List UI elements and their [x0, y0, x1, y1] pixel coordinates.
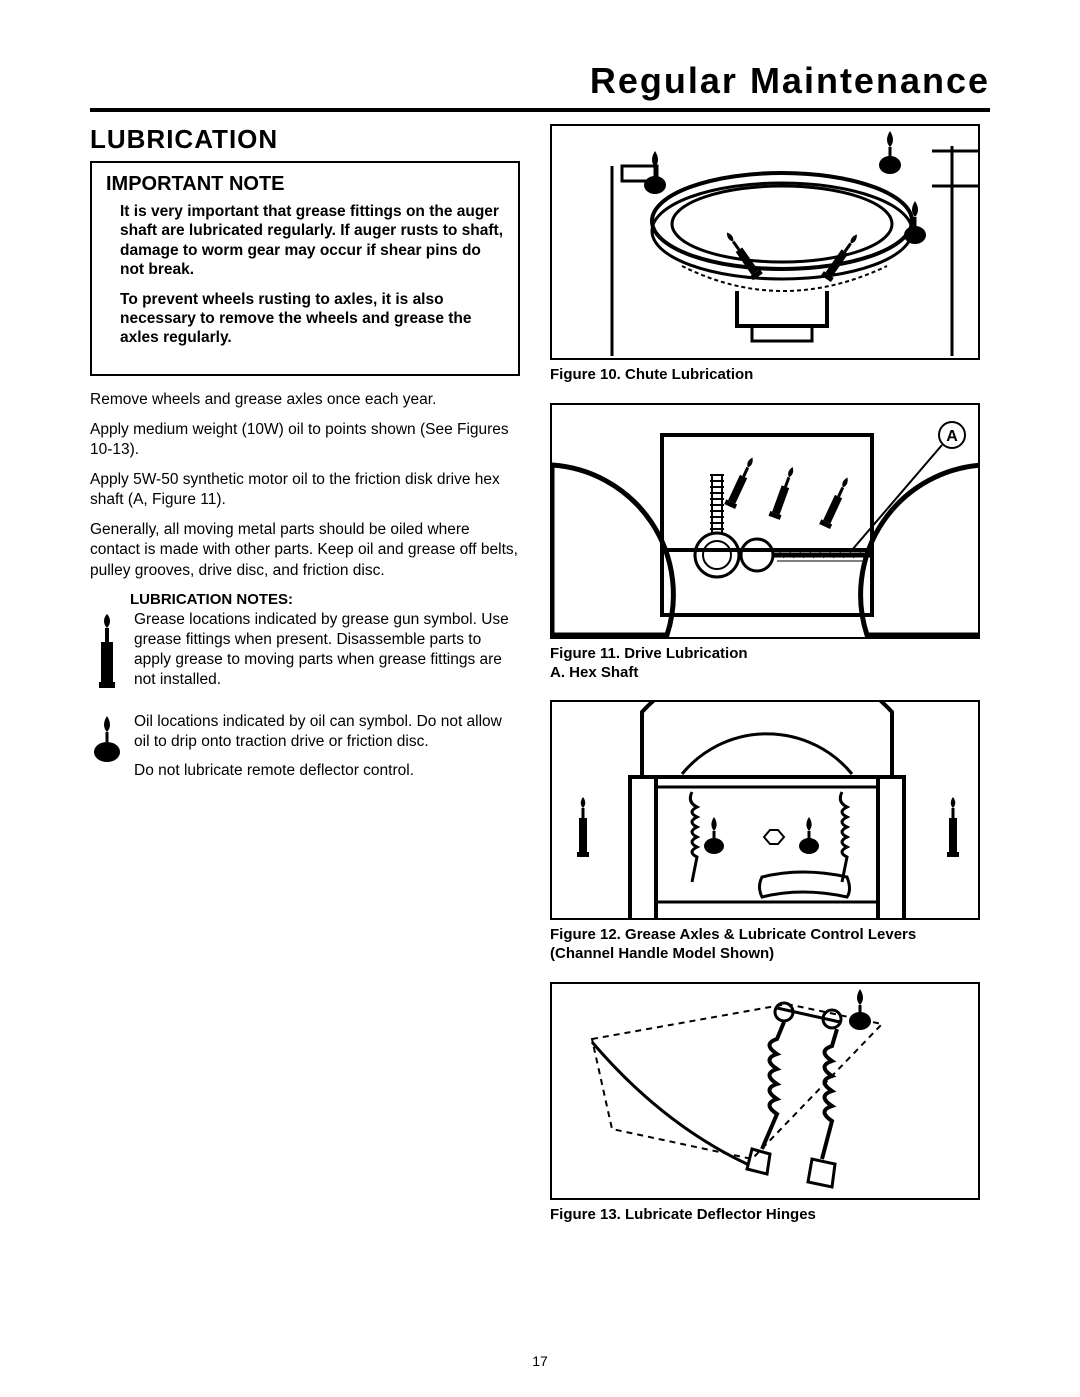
- grease-note-text: Grease locations indicated by grease gun…: [134, 610, 520, 699]
- important-note-box: IMPORTANT NOTE It is very important that…: [90, 161, 520, 376]
- figure-11-illustration: A: [552, 405, 980, 639]
- caption-line: (Channel Handle Model Shown): [550, 945, 774, 962]
- note-text: Do not lubricate remote deflector contro…: [134, 761, 520, 781]
- section-title: LUBRICATION: [90, 124, 520, 155]
- oil-note-row: Oil locations indicated by oil can symbo…: [90, 712, 520, 788]
- body-paragraph: Apply 5W-50 synthetic motor oil to the f…: [90, 470, 520, 510]
- grease-note-row: Grease locations indicated by grease gun…: [90, 610, 520, 699]
- figure-10-illustration: [552, 126, 980, 360]
- note-body: It is very important that grease fitting…: [106, 202, 504, 348]
- body-paragraph: Apply medium weight (10W) oil to points …: [90, 420, 520, 460]
- body-text: Remove wheels and grease axles once each…: [90, 390, 520, 581]
- note-title: IMPORTANT NOTE: [106, 173, 504, 196]
- note-paragraph: It is very important that grease fitting…: [120, 202, 504, 280]
- caption-line: Figure 11. Drive Lubrication: [550, 645, 748, 662]
- lubrication-notes-title: LUBRICATION NOTES:: [130, 591, 520, 608]
- note-paragraph: To prevent wheels rusting to axles, it i…: [120, 290, 504, 348]
- body-paragraph: Remove wheels and grease axles once each…: [90, 390, 520, 410]
- figure-12-box: [550, 700, 980, 920]
- body-paragraph: Generally, all moving metal parts should…: [90, 520, 520, 580]
- note-text: Grease locations indicated by grease gun…: [134, 610, 520, 691]
- svg-text:A: A: [946, 428, 958, 445]
- grease-gun-icon: [90, 610, 124, 690]
- caption-line: Figure 12. Grease Axles & Lubricate Cont…: [550, 926, 916, 943]
- two-column-layout: LUBRICATION IMPORTANT NOTE It is very im…: [90, 124, 990, 1243]
- oil-note-text: Oil locations indicated by oil can symbo…: [134, 712, 520, 788]
- figure-12-illustration: [552, 702, 980, 920]
- header-rule: [90, 108, 990, 112]
- figure-10-box: [550, 124, 980, 360]
- note-text: Oil locations indicated by oil can symbo…: [134, 712, 520, 752]
- page-header-title: Regular Maintenance: [90, 60, 990, 102]
- figure-11-caption: Figure 11. Drive Lubrication A. Hex Shaf…: [550, 645, 980, 683]
- caption-line: A. Hex Shaft: [550, 664, 638, 681]
- figure-13-box: [550, 982, 980, 1200]
- figure-11-box: A: [550, 403, 980, 639]
- figure-13-illustration: [552, 984, 980, 1200]
- left-column: LUBRICATION IMPORTANT NOTE It is very im…: [90, 124, 520, 1243]
- figure-10-caption: Figure 10. Chute Lubrication: [550, 366, 980, 385]
- figure-13-caption: Figure 13. Lubricate Deflector Hinges: [550, 1206, 980, 1225]
- right-column: Figure 10. Chute Lubrication: [550, 124, 980, 1243]
- oil-can-icon: [90, 712, 124, 766]
- figure-12-caption: Figure 12. Grease Axles & Lubricate Cont…: [550, 926, 980, 964]
- page-number: 17: [0, 1353, 1080, 1369]
